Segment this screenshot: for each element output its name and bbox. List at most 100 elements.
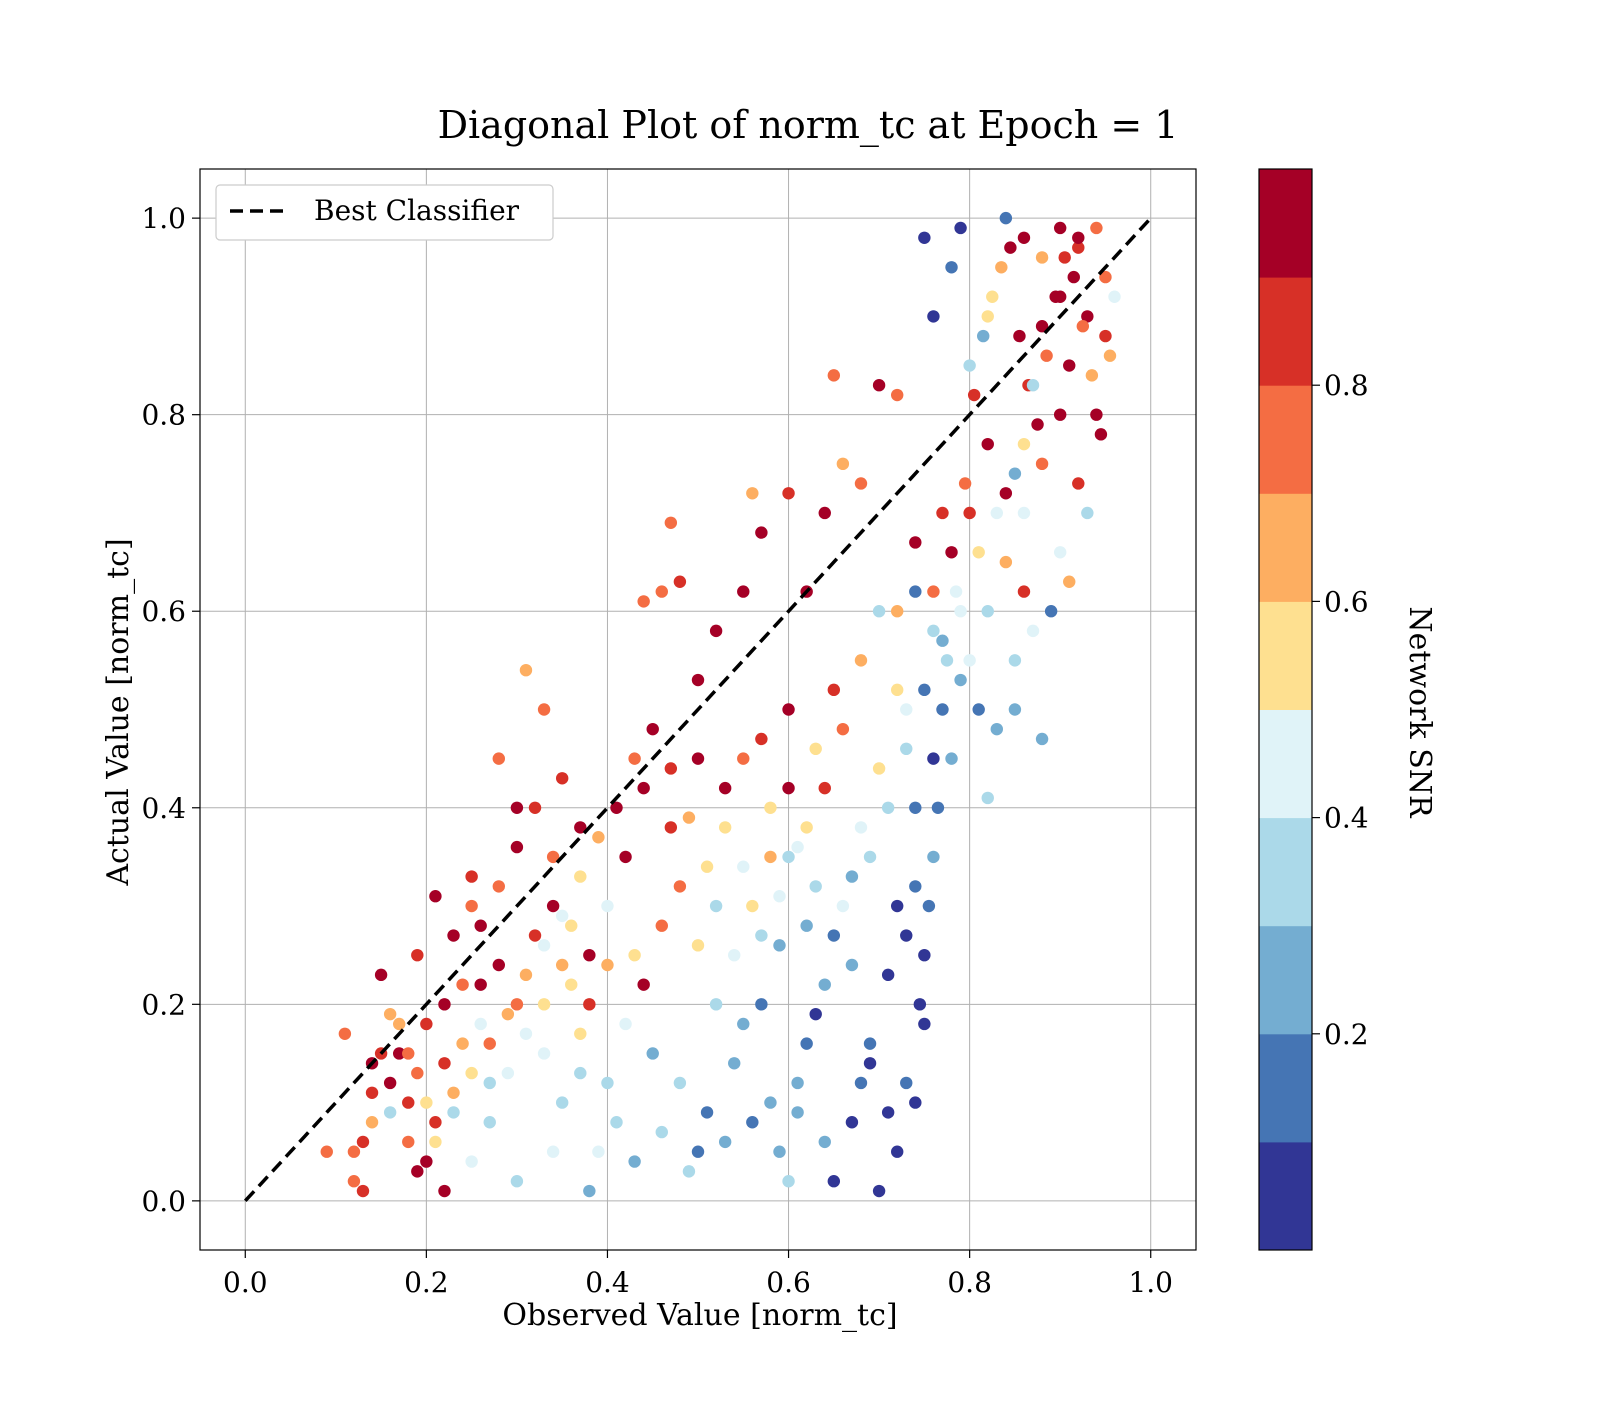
y-axis-label: Actual Value [norm_tc]	[101, 538, 136, 886]
scatter-point	[1031, 418, 1044, 431]
scatter-point	[791, 840, 804, 854]
x-tick-label: 0.6	[766, 1266, 811, 1299]
scatter-point	[356, 1184, 370, 1198]
scatter-point	[999, 555, 1013, 569]
scatter-point	[773, 1145, 786, 1158]
scatter-point	[447, 1106, 460, 1119]
scatter-point	[936, 634, 949, 647]
scatter-point	[1035, 251, 1049, 264]
scatter-point	[931, 801, 945, 814]
scatter-point	[691, 673, 705, 687]
scatter-point	[664, 821, 678, 834]
scatter-point	[411, 948, 424, 962]
scatter-point	[483, 1076, 496, 1090]
scatter-point	[800, 919, 813, 932]
scatter-point	[664, 762, 678, 775]
colorbar-tick-label: 0.4	[1324, 802, 1369, 835]
y-tick-label: 0.2	[141, 988, 186, 1021]
data-points	[320, 211, 1121, 1198]
scatter-point	[827, 929, 841, 942]
scatter-point	[682, 1165, 696, 1178]
scatter-point	[1072, 241, 1085, 254]
scatter-point	[1103, 349, 1117, 362]
scatter-point	[981, 605, 994, 618]
scatter-point	[918, 948, 931, 962]
scatter-point	[465, 1066, 478, 1080]
scatter-point	[709, 624, 723, 638]
scatter-point	[601, 899, 614, 913]
scatter-point	[927, 850, 940, 864]
scatter-point	[492, 752, 505, 765]
best-classifier-line	[243, 216, 1153, 1203]
scatter-point	[936, 703, 949, 716]
scatter-point	[945, 261, 958, 274]
scatter-point	[900, 742, 913, 756]
colorbar-tick-label: 0.2	[1324, 1018, 1369, 1051]
scatter-point	[827, 369, 841, 382]
scatter-point	[954, 673, 967, 687]
scatter-point	[1053, 408, 1067, 421]
scatter-point	[501, 1066, 515, 1080]
scatter-point	[958, 477, 972, 490]
scatter-point	[691, 1145, 705, 1158]
scatter-point	[1108, 290, 1121, 303]
scatter-point	[601, 958, 614, 972]
scatter-point	[940, 654, 954, 667]
scatter-point	[574, 821, 587, 834]
scatter-point	[922, 899, 936, 913]
x-tick-label: 0.8	[947, 1266, 992, 1299]
scatter-point	[583, 1184, 596, 1198]
scatter-point	[1017, 437, 1031, 451]
scatter-point	[900, 929, 913, 942]
colorbar-frame	[1258, 168, 1313, 1251]
scatter-point	[891, 683, 904, 697]
scatter-point	[764, 801, 777, 814]
scatter-point	[818, 781, 831, 795]
scatter-point	[909, 1096, 922, 1109]
scatter-point	[673, 880, 687, 893]
scatter-point	[728, 948, 741, 962]
scatter-point	[673, 1076, 687, 1090]
scatter-point	[429, 1135, 442, 1149]
scatter-point	[718, 821, 732, 834]
scatter-point	[447, 1086, 460, 1099]
scatter-point	[918, 231, 931, 244]
scatter-point	[619, 850, 632, 864]
scatter-point	[673, 575, 687, 588]
colorbar: 0.2 0.4 0.6 0.8	[1258, 168, 1369, 1251]
scatter-point	[1040, 349, 1053, 362]
colorbar-bin	[1259, 169, 1312, 278]
scatter-point	[918, 1017, 931, 1031]
scatter-point	[863, 1057, 877, 1070]
scatter-point	[1008, 467, 1022, 480]
scatter-point	[465, 899, 478, 913]
scatter-point	[963, 359, 976, 372]
scatter-point	[709, 899, 723, 913]
scatter-point	[691, 939, 705, 952]
scatter-point	[474, 1017, 487, 1031]
scatter-point	[492, 880, 505, 893]
scatter-point	[863, 850, 877, 864]
scatter-point	[592, 831, 605, 844]
scatter-point	[420, 1155, 433, 1168]
scatter-point	[782, 487, 795, 500]
scatter-point	[383, 1106, 397, 1119]
scatter-point	[474, 919, 487, 932]
scatter-point	[510, 801, 524, 814]
scatter-point	[809, 1007, 822, 1021]
x-axis-label: Observed Value [norm_tc]	[502, 1298, 897, 1333]
scatter-point	[628, 1155, 641, 1168]
scatter-point	[854, 654, 868, 667]
scatter-point	[438, 998, 451, 1011]
scatter-point	[891, 388, 904, 402]
scatter-point	[1004, 241, 1017, 254]
scatter-point	[691, 752, 705, 765]
scatter-point	[773, 939, 786, 952]
colorbar-tick-label: 0.8	[1324, 369, 1369, 402]
scatter-point	[972, 703, 985, 716]
scatter-point	[528, 929, 542, 942]
scatter-point	[655, 919, 668, 932]
scatter-point	[836, 457, 850, 471]
scatter-point	[519, 1027, 533, 1041]
